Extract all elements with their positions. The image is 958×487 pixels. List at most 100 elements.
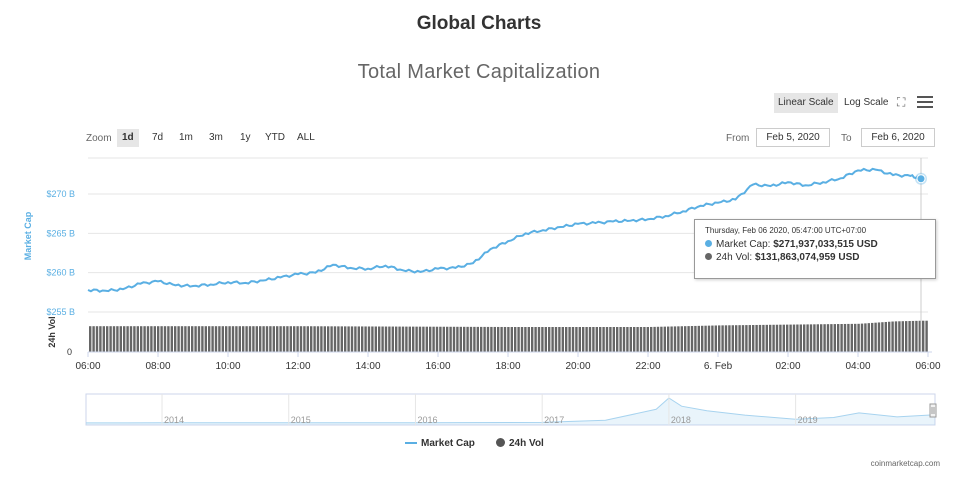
volume-bar — [480, 326, 483, 352]
x-tick-label: 06:00 — [75, 361, 100, 372]
volume-bar — [503, 326, 507, 352]
tooltip-date: Thursday, Feb 06 2020, 05:47:00 UTC+07:0… — [705, 226, 867, 235]
volume-bar — [463, 326, 466, 352]
tooltip-volume-value: $131,863,074,959 USD — [754, 252, 860, 263]
to-label: To — [841, 133, 852, 144]
volume-axis-label: 0 — [67, 347, 72, 357]
volume-bar — [514, 327, 517, 352]
volume-bar — [619, 327, 622, 352]
volume-bar — [350, 326, 354, 352]
volume-bar — [629, 327, 632, 352]
volume-bar — [677, 326, 680, 352]
volume-bar — [293, 326, 296, 352]
zoom-ytd-button[interactable]: YTD — [265, 132, 285, 143]
zoom-1d-button[interactable]: 1d — [117, 129, 139, 147]
volume-bar — [157, 326, 160, 352]
volume-bar — [714, 325, 717, 352]
volume-bar — [643, 327, 646, 352]
volume-bar — [507, 326, 510, 352]
volume-bar — [602, 327, 605, 352]
page-title: Global Charts — [416, 13, 542, 34]
volume-bar — [837, 324, 840, 352]
volume-bar — [238, 326, 241, 352]
volume-bar — [89, 326, 92, 352]
volume-bar — [412, 326, 415, 352]
volume-bar — [231, 326, 235, 352]
y-tick-label: $270 B — [46, 189, 75, 199]
volume-bar — [187, 326, 190, 352]
to-date-input[interactable] — [861, 128, 935, 147]
volume-bar — [704, 325, 707, 352]
x-tick-label: 02:00 — [775, 361, 800, 372]
zoom-1m-button[interactable]: 1m — [179, 132, 193, 143]
volume-bar — [690, 326, 694, 352]
volume-bar — [490, 326, 493, 352]
volume-bar — [881, 322, 884, 352]
volume-bar — [735, 325, 738, 352]
volume-bar — [541, 327, 544, 352]
volume-bar — [476, 326, 479, 352]
volume-bar — [605, 327, 609, 352]
volume-bar — [391, 326, 394, 352]
volume-bar — [588, 327, 592, 352]
volume-bar — [860, 323, 864, 352]
volume-bar — [204, 326, 207, 352]
volume-bar — [211, 326, 214, 352]
volume-bar — [289, 326, 292, 352]
volume-bar — [707, 325, 711, 352]
volume-bar — [136, 326, 139, 352]
volume-bar — [871, 322, 874, 352]
zoom-3m-button[interactable]: 3m — [209, 132, 223, 143]
volume-bar — [106, 326, 109, 352]
volume-bar — [364, 326, 367, 352]
legend-market-cap[interactable]: Market Cap — [405, 438, 475, 449]
volume-bar — [840, 324, 843, 352]
volume-bar — [639, 327, 643, 352]
volume-bar — [908, 321, 911, 352]
volume-bar — [140, 326, 143, 352]
x-tick-label: 12:00 — [285, 361, 310, 372]
log-scale-button[interactable]: Log Scale — [844, 97, 889, 108]
from-date-input[interactable] — [756, 128, 830, 147]
volume-bar — [755, 324, 758, 352]
zoom-7d-button[interactable]: 7d — [152, 132, 164, 143]
volume-bar — [272, 326, 275, 352]
navigator-handle[interactable] — [929, 403, 937, 418]
volume-bar — [337, 326, 340, 352]
volume-bar — [456, 326, 459, 352]
volume-bar — [429, 326, 432, 352]
menu-icon[interactable] — [917, 96, 933, 108]
volume-bar — [252, 326, 255, 352]
zoom-1y-button[interactable]: 1y — [240, 132, 251, 143]
volume-bar — [796, 324, 799, 352]
volume-bar — [636, 327, 639, 352]
volume-bar — [102, 326, 105, 352]
zoom-all-button[interactable]: ALL — [297, 132, 315, 143]
volume-bar — [925, 320, 928, 352]
navigator-area — [86, 398, 935, 425]
y-axis-title: Market Cap — [23, 211, 33, 260]
volume-bar — [748, 325, 751, 352]
tooltip-volume-label: 24h Vol: — [716, 252, 753, 263]
fullscreen-icon[interactable]: ⛶ — [897, 95, 906, 109]
volume-bar — [95, 326, 99, 352]
market-cap-dot-icon — [705, 240, 712, 247]
volume-bar — [201, 326, 204, 352]
legend-volume[interactable]: 24h Vol — [496, 438, 544, 449]
volume-bar — [724, 325, 728, 352]
volume-bar — [609, 327, 612, 352]
volume-bar — [663, 326, 666, 352]
volume-bar — [425, 326, 428, 352]
line-legend-icon — [405, 442, 417, 445]
x-tick-label: 10:00 — [215, 361, 240, 372]
volume-bar — [333, 326, 337, 352]
volume-bar — [259, 326, 262, 352]
volume-bar — [119, 326, 122, 352]
volume-bar — [245, 326, 248, 352]
hover-point — [916, 174, 926, 184]
volume-bar — [809, 324, 813, 352]
volume-bar — [469, 326, 473, 352]
tooltip-market-cap-label: Market Cap: — [716, 239, 771, 250]
linear-scale-button[interactable]: Linear Scale — [774, 93, 838, 113]
